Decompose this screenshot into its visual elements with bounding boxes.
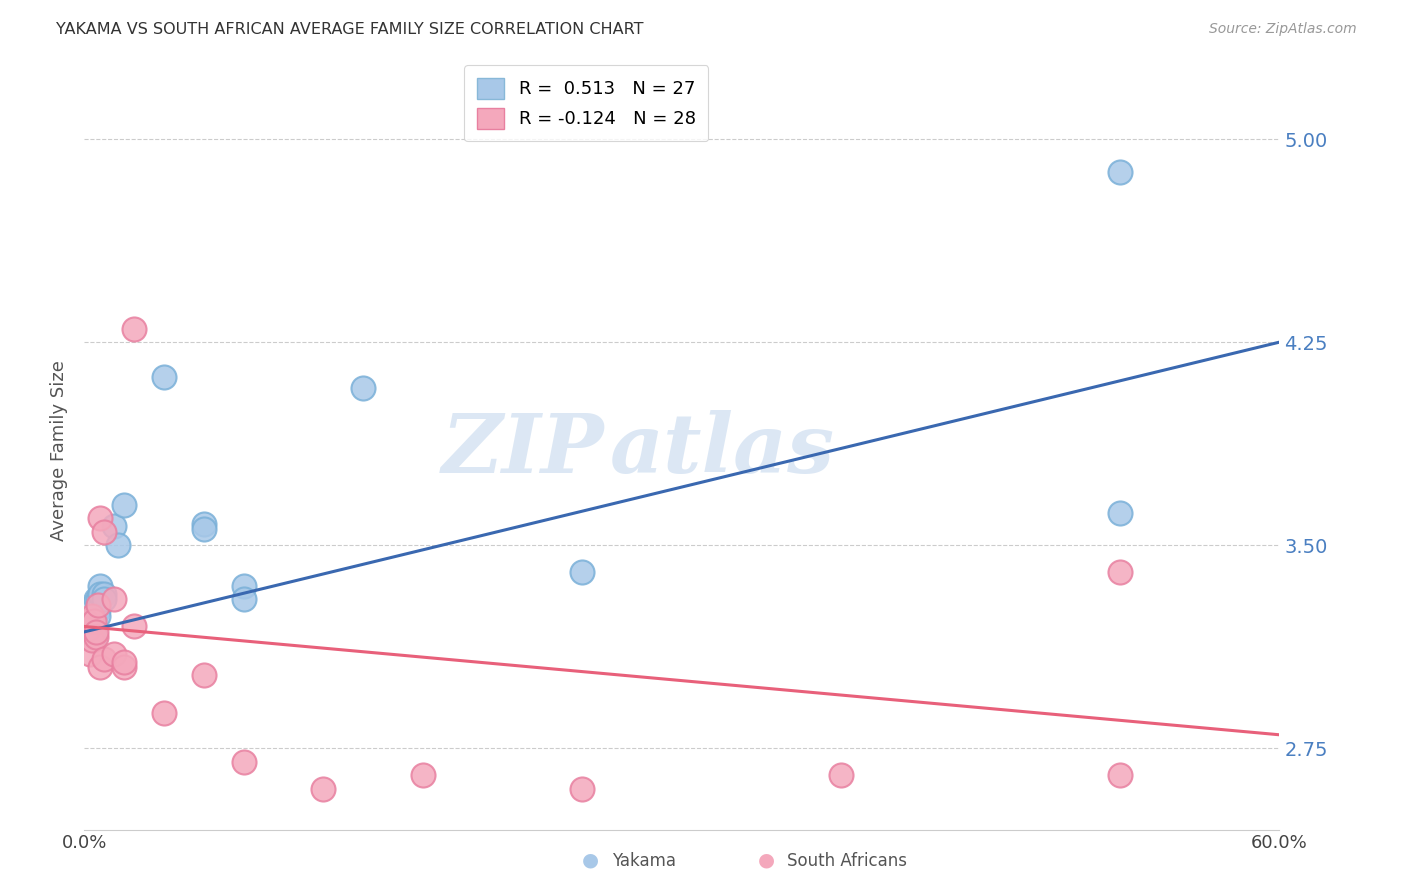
Point xyxy=(153,706,176,720)
Text: Source: ZipAtlas.com: Source: ZipAtlas.com xyxy=(1209,22,1357,37)
Point xyxy=(86,606,108,620)
Point xyxy=(86,630,108,644)
Point xyxy=(112,660,135,674)
Point xyxy=(352,381,374,395)
Point xyxy=(1109,768,1132,782)
Point xyxy=(89,579,111,593)
Point xyxy=(1109,566,1132,580)
Point xyxy=(103,592,125,607)
Point xyxy=(87,608,110,623)
Point xyxy=(79,600,101,615)
Point xyxy=(89,511,111,525)
Point xyxy=(232,579,254,593)
Point xyxy=(112,498,135,512)
Point xyxy=(83,614,105,628)
Point xyxy=(1109,164,1132,178)
Point xyxy=(82,608,104,623)
Point xyxy=(82,611,104,625)
Text: South Africans: South Africans xyxy=(787,852,907,870)
Point xyxy=(103,519,125,533)
Point xyxy=(93,592,115,607)
Point xyxy=(312,781,335,796)
Point xyxy=(89,660,111,674)
Point xyxy=(571,781,593,796)
Text: Yakama: Yakama xyxy=(612,852,676,870)
Point xyxy=(75,614,97,628)
Point xyxy=(1109,506,1132,520)
Point xyxy=(193,668,215,682)
Point xyxy=(83,619,105,633)
Point xyxy=(103,647,125,661)
Point xyxy=(87,603,110,617)
Point xyxy=(86,624,108,639)
Y-axis label: Average Family Size: Average Family Size xyxy=(49,360,67,541)
Point xyxy=(75,614,97,628)
Text: atlas: atlas xyxy=(610,410,835,491)
Point xyxy=(93,587,115,601)
Point xyxy=(77,624,100,639)
Point xyxy=(79,647,101,661)
Point xyxy=(93,652,115,666)
Point xyxy=(87,598,110,612)
Text: ●: ● xyxy=(582,851,599,870)
Point xyxy=(107,538,129,552)
Point xyxy=(122,321,145,335)
Point xyxy=(77,622,100,636)
Point xyxy=(232,755,254,769)
Point xyxy=(412,768,434,782)
Point xyxy=(153,370,176,384)
Point xyxy=(86,592,108,607)
Point xyxy=(830,768,852,782)
Point xyxy=(83,630,105,644)
Point xyxy=(193,516,215,531)
Point xyxy=(122,619,145,633)
Point xyxy=(112,655,135,669)
Point xyxy=(571,566,593,580)
Legend: R =  0.513   N = 27, R = -0.124   N = 28: R = 0.513 N = 27, R = -0.124 N = 28 xyxy=(464,65,709,141)
Point xyxy=(89,587,111,601)
Text: ZIP: ZIP xyxy=(441,410,605,491)
Point xyxy=(87,592,110,607)
Point xyxy=(82,633,104,648)
Text: YAKAMA VS SOUTH AFRICAN AVERAGE FAMILY SIZE CORRELATION CHART: YAKAMA VS SOUTH AFRICAN AVERAGE FAMILY S… xyxy=(56,22,644,37)
Point xyxy=(232,592,254,607)
Point xyxy=(93,524,115,539)
Point xyxy=(193,522,215,536)
Text: ●: ● xyxy=(758,851,775,870)
